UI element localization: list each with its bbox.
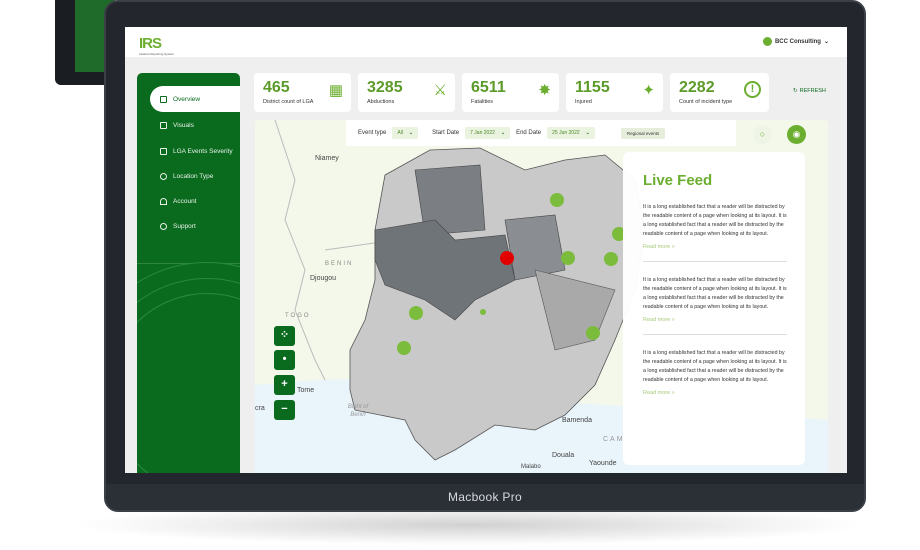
event-marker[interactable] bbox=[397, 341, 411, 355]
sidebar-item-lga-events-severity[interactable]: LGA Events Severity bbox=[150, 138, 240, 164]
regional-events-button[interactable]: Regional events bbox=[620, 127, 666, 139]
building-icon: ▦ bbox=[328, 82, 343, 99]
end-date-select[interactable]: 25 Jun 2022 ⌄ bbox=[547, 127, 595, 139]
map-label: Yaounde bbox=[589, 460, 617, 467]
stat-card-lga: 465 District count of LGA ▦ bbox=[254, 73, 351, 112]
sidebar-item-account[interactable]: Account bbox=[150, 188, 240, 214]
divider bbox=[137, 263, 240, 264]
clipboard-icon bbox=[160, 121, 167, 129]
device-label: Macbook Pro bbox=[106, 484, 864, 510]
alert-marker[interactable] bbox=[500, 251, 514, 265]
event-marker[interactable] bbox=[561, 251, 575, 265]
user-name: BCC Consulting bbox=[774, 38, 821, 45]
point-button[interactable]: • bbox=[274, 350, 295, 370]
divider bbox=[643, 334, 787, 335]
stat-card-incident-type: 2282 Count of incident type! bbox=[670, 73, 769, 112]
event-marker[interactable] bbox=[604, 252, 618, 266]
avatar bbox=[762, 37, 772, 46]
lifebuoy-icon bbox=[160, 222, 167, 230]
sidebar-item-visuals[interactable]: Visuals bbox=[150, 112, 240, 138]
map-label: Niamey bbox=[315, 155, 339, 162]
edit-doc-icon bbox=[160, 147, 167, 155]
feed-item-text: It is a long established fact that a rea… bbox=[643, 204, 787, 237]
live-feed-title: Live Feed bbox=[643, 172, 713, 189]
end-date-label: End Date bbox=[516, 130, 542, 136]
event-marker[interactable] bbox=[480, 309, 486, 315]
zoom-out-button[interactable]: − bbox=[274, 400, 295, 420]
logo: IRS Incident Reporting System bbox=[139, 35, 175, 56]
location-icon bbox=[160, 172, 167, 180]
map-label: TOGO bbox=[285, 313, 311, 319]
search-button[interactable]: ○ bbox=[753, 125, 772, 144]
injured-icon: ✦ bbox=[642, 82, 655, 99]
region-high bbox=[414, 164, 486, 236]
map-label: Tome bbox=[297, 387, 315, 394]
plus-icon: + bbox=[281, 378, 288, 390]
map-label: CAM bbox=[603, 436, 625, 443]
laptop-frame: Macbook Pro IRS Incident Reporting System… bbox=[104, 0, 866, 512]
sidebar-item-location-type[interactable]: Location Type bbox=[150, 163, 240, 189]
feed-item-text: It is a long established fact that a rea… bbox=[643, 277, 787, 310]
stat-card-fatalities: 6511 Fatalities ✸ bbox=[462, 73, 559, 112]
read-more-link[interactable]: Read more » bbox=[643, 317, 675, 323]
event-type-label: Event type bbox=[358, 130, 387, 136]
read-more-link[interactable]: Read more » bbox=[643, 390, 675, 396]
map-label: Malabo bbox=[521, 464, 541, 470]
sidebar: Overview Visuals LGA Events Severity Loc… bbox=[137, 73, 240, 473]
refresh-button[interactable]: ↻ REFRESH bbox=[793, 88, 826, 94]
event-marker[interactable] bbox=[612, 227, 626, 241]
alert-icon: ! bbox=[744, 81, 761, 98]
abduction-icon: ⚔ bbox=[433, 82, 447, 99]
dashboard-icon bbox=[160, 95, 167, 103]
map-label: Bamenda bbox=[562, 417, 592, 424]
feed-item-text: It is a long established fact that a rea… bbox=[643, 350, 787, 383]
map-label: cra bbox=[255, 405, 265, 412]
live-button[interactable]: ◉ bbox=[787, 125, 806, 144]
sidebar-item-support[interactable]: Support bbox=[150, 213, 240, 239]
region-high bbox=[374, 219, 516, 321]
event-marker[interactable] bbox=[409, 306, 423, 320]
cluster-button[interactable]: ⁘ bbox=[274, 326, 295, 346]
map-label: BENIN bbox=[325, 261, 354, 267]
live-feed-panel: Live Feed It is a long established fact … bbox=[623, 152, 805, 465]
stat-card-abductions: 3285 Abductions ⚔ bbox=[358, 73, 455, 112]
signal-icon: ◉ bbox=[792, 129, 801, 139]
user-icon bbox=[160, 197, 167, 205]
map-label: Bight of Benin bbox=[347, 404, 369, 418]
app-screen: IRS Incident Reporting System BCC Consult… bbox=[125, 27, 847, 473]
cluster-icon: ⁘ bbox=[279, 329, 290, 341]
map-label: Douala bbox=[552, 452, 575, 459]
start-date-label: Start Date bbox=[432, 130, 460, 136]
map-label: Djougou bbox=[310, 275, 337, 282]
minus-icon: − bbox=[281, 403, 288, 415]
start-date-select[interactable]: 7 Jan 2022 ⌄ bbox=[465, 127, 511, 139]
event-marker[interactable] bbox=[586, 326, 600, 340]
sidebar-item-overview[interactable]: Overview bbox=[150, 86, 240, 112]
top-bar: IRS Incident Reporting System BCC Consult… bbox=[125, 27, 847, 57]
chevron-down-icon: ⌄ bbox=[823, 39, 829, 45]
event-marker[interactable] bbox=[550, 193, 564, 207]
zoom-in-button[interactable]: + bbox=[274, 375, 295, 395]
read-more-link[interactable]: Read more » bbox=[643, 244, 675, 250]
fatality-icon: ✸ bbox=[538, 82, 551, 99]
event-type-select[interactable]: All ⌄ bbox=[392, 127, 419, 139]
contour-decoration bbox=[137, 293, 240, 473]
refresh-icon: ↻ bbox=[793, 88, 798, 94]
search-icon: ○ bbox=[759, 129, 766, 139]
divider bbox=[643, 261, 787, 262]
stat-card-injured: 1155 Injured ✦ bbox=[566, 73, 663, 112]
user-menu[interactable]: BCC Consulting ⌄ bbox=[762, 37, 829, 46]
filter-bar: Event type All ⌄ Start Date 7 Jan 2022 ⌄ E… bbox=[346, 120, 736, 146]
dot-icon: • bbox=[282, 353, 287, 365]
